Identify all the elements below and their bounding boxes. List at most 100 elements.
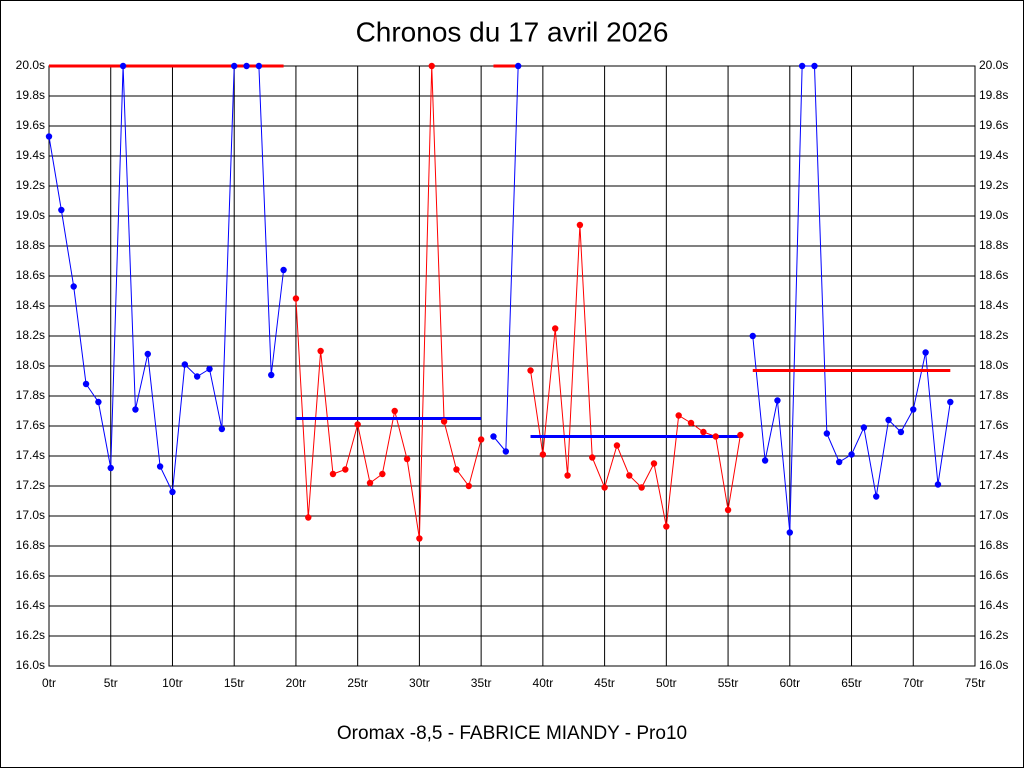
lap-point (897, 428, 905, 436)
y2-tick-label: 20.0s (979, 58, 1008, 72)
y-tick-label: 17.8s (16, 388, 45, 402)
y2-tick-label: 18.2s (979, 328, 1008, 342)
plot (45, 62, 954, 542)
lap-point (70, 283, 77, 290)
lap-point (292, 295, 300, 302)
x-tick-label: 60tr (779, 676, 800, 690)
lap-point (700, 428, 707, 436)
y-tick-label: 18.0s (16, 358, 45, 372)
lap-point (169, 488, 176, 496)
lap-point (305, 514, 312, 521)
y2-tick-label: 18.8s (979, 238, 1008, 252)
x-tick-label: 70tr (903, 676, 924, 690)
lap-point (934, 481, 942, 488)
lap-point (440, 418, 448, 425)
lap-point (798, 62, 806, 70)
y-tick-label: 19.2s (16, 178, 45, 192)
y-tick-label: 16.4s (16, 598, 45, 612)
y2-tick-label: 19.4s (979, 148, 1008, 162)
lap-point (416, 535, 423, 542)
lap-point (910, 406, 917, 413)
y-tick-label: 19.8s (16, 88, 45, 102)
y-tick-label: 17.6s (16, 418, 45, 432)
lap-point (453, 466, 460, 473)
lap-point (132, 406, 139, 413)
lap-point (144, 350, 151, 358)
lap-point (589, 454, 596, 461)
x-tick-label: 30tr (409, 676, 430, 690)
x-tick-label: 10tr (162, 676, 183, 690)
lap-point (119, 62, 127, 70)
lap-point (786, 529, 793, 536)
x-tick-label: 40tr (533, 676, 554, 690)
lap-point (82, 380, 90, 388)
lap-point (638, 484, 645, 491)
y2-tick-label: 17.2s (979, 478, 1008, 492)
x-tick-label: 45tr (594, 676, 615, 690)
y-tick-label: 19.0s (16, 208, 45, 222)
lap-point (366, 479, 374, 487)
y2-tick-label: 16.4s (979, 598, 1008, 612)
lap-point (477, 436, 485, 443)
y2-tick-label: 19.6s (979, 118, 1008, 132)
lap-point (255, 62, 263, 70)
y2-tick-label: 17.4s (979, 448, 1008, 462)
x-tick-label: 55tr (718, 676, 739, 690)
lap-point (613, 442, 621, 449)
y-tick-label: 16.0s (16, 658, 45, 672)
lap-point (860, 424, 868, 431)
lap-point (527, 367, 534, 374)
y-tick-label: 19.6s (16, 118, 45, 132)
y2-tick-label: 18.0s (979, 358, 1008, 372)
x-tick-label: 65tr (841, 676, 862, 690)
y2-tick-label: 16.2s (979, 628, 1008, 642)
y2-tick-label: 18.4s (979, 298, 1008, 312)
lap-point (490, 433, 497, 440)
y2-tick-label: 17.6s (979, 418, 1008, 432)
lap-point (835, 458, 843, 466)
x-tick-label: 50tr (656, 676, 677, 690)
lap-point (231, 62, 238, 70)
lap-point (576, 221, 584, 229)
y2-tick-label: 17.8s (979, 388, 1008, 402)
lap-point (206, 365, 213, 373)
lap-point (391, 407, 398, 415)
lap-point (502, 448, 510, 455)
y2-tick-label: 17.0s (979, 508, 1008, 522)
lap-point (712, 433, 719, 440)
y-tick-label: 18.6s (16, 268, 45, 282)
y2-tick-label: 16.0s (979, 658, 1008, 672)
lap-point (761, 457, 769, 464)
lap-point (564, 472, 571, 479)
lap-point (552, 325, 559, 332)
lap-point (922, 349, 929, 356)
lap-point (601, 484, 608, 491)
lap-point (107, 464, 114, 472)
x-tick-label: 25tr (347, 676, 368, 690)
y2-tick-label: 19.8s (979, 88, 1008, 102)
y-tick-label: 16.8s (16, 538, 45, 552)
lap-point (95, 398, 102, 406)
lap-point (329, 470, 337, 478)
y2-tick-label: 18.6s (979, 268, 1008, 282)
lap-point (823, 430, 831, 437)
y-tick-label: 17.4s (16, 448, 45, 462)
series-line (295, 65, 482, 539)
lap-point (514, 62, 522, 70)
grid: 16.0s 16.0s 16.2s 16.2s 16.4s 16.4s 16.6s 16.6s… (16, 58, 1009, 690)
lap-point (774, 397, 781, 404)
y2-tick-label: 19.2s (979, 178, 1008, 192)
lap-point (181, 361, 189, 368)
y-tick-label: 17.0s (16, 508, 45, 522)
x-tick-label: 35tr (471, 676, 492, 690)
lap-point (650, 460, 658, 467)
y-tick-label: 18.8s (16, 238, 45, 252)
x-tick-label: 15tr (224, 676, 245, 690)
lap-point (539, 451, 547, 458)
y-tick-label: 16.6s (16, 568, 45, 582)
lap-point (379, 470, 386, 478)
lap-point (749, 332, 756, 340)
lap-point (465, 482, 472, 490)
lap-point (58, 206, 65, 214)
